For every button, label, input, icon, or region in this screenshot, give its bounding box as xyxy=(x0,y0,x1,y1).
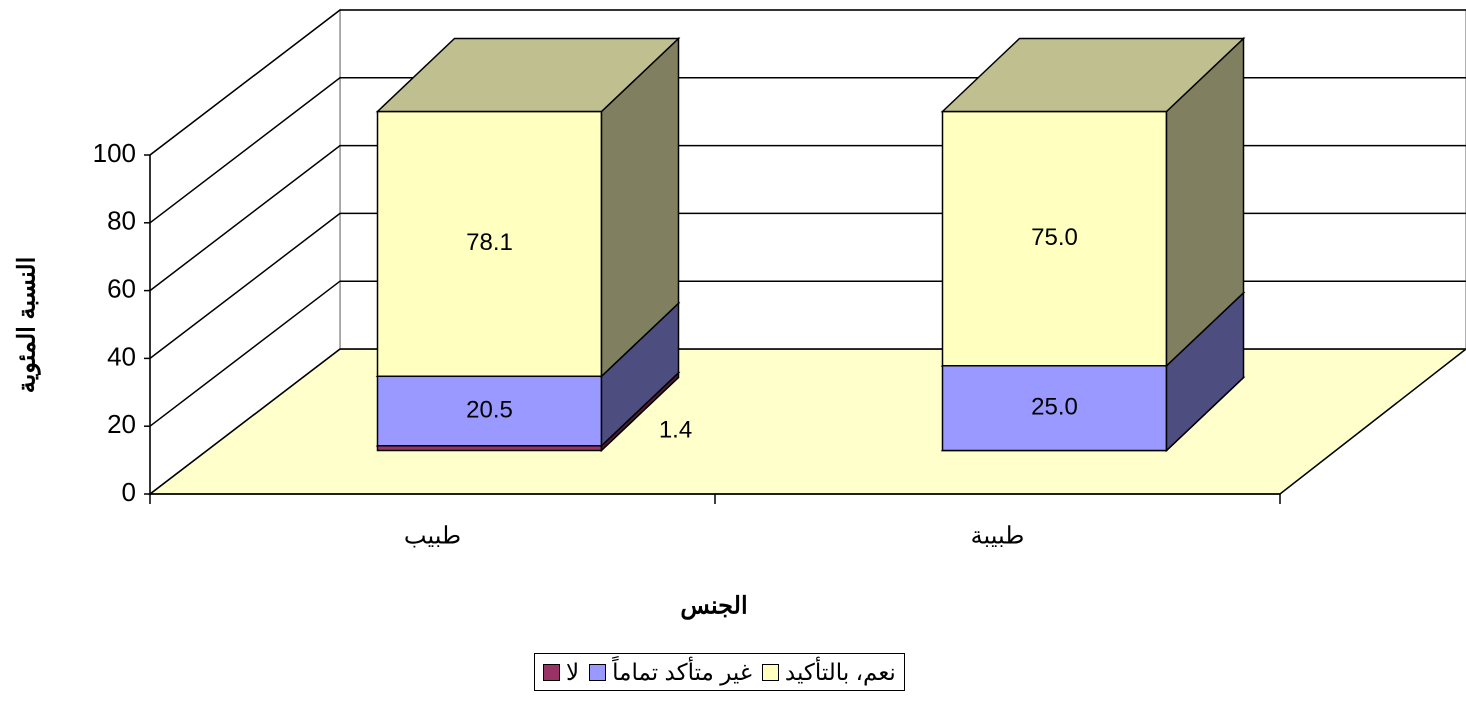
legend-swatch xyxy=(543,663,560,681)
data-label: 25.0 xyxy=(1031,393,1078,420)
legend-label: غير متأكد تماماً xyxy=(612,658,752,685)
bar-top xyxy=(940,37,1246,113)
y-tick-label: 20 xyxy=(107,409,136,439)
data-label: 1.4 xyxy=(659,416,692,443)
bar-front xyxy=(941,110,1168,367)
legend-swatch xyxy=(761,663,779,681)
floor xyxy=(147,348,1466,495)
legend-swatch xyxy=(589,663,607,681)
data-label: 20.5 xyxy=(466,396,513,423)
y-tick-label: 100 xyxy=(93,138,136,168)
y-axis-label: النسبة المئوية xyxy=(13,257,41,393)
y-tick-label: 60 xyxy=(107,273,136,303)
legend-label: لا xyxy=(566,658,580,685)
grid-line xyxy=(149,9,1466,156)
y-tick-label: 80 xyxy=(107,206,136,236)
y-tick-label: 0 xyxy=(122,477,136,507)
data-label: 75.0 xyxy=(1031,224,1078,251)
legend-item: لا xyxy=(543,659,579,686)
x-axis-label: الجنس xyxy=(680,592,747,620)
bar-front xyxy=(376,110,603,378)
bar-front xyxy=(941,365,1168,452)
bar-front xyxy=(376,375,603,447)
legend-item: نعم، بالتأكيد xyxy=(761,658,896,686)
legend-item: غير متأكد تماماً xyxy=(589,659,752,686)
data-label: 78.1 xyxy=(466,229,513,256)
x-tick-label: طبيبة xyxy=(971,522,1025,549)
legend-label: نعم، بالتأكيد xyxy=(784,658,896,685)
legend: نعم، بالتأكيد غير متأكد تماماً لا xyxy=(534,653,905,691)
bar-top xyxy=(375,37,681,113)
x-tick-label: طبيب xyxy=(404,522,461,549)
y-tick-label: 40 xyxy=(107,341,136,371)
